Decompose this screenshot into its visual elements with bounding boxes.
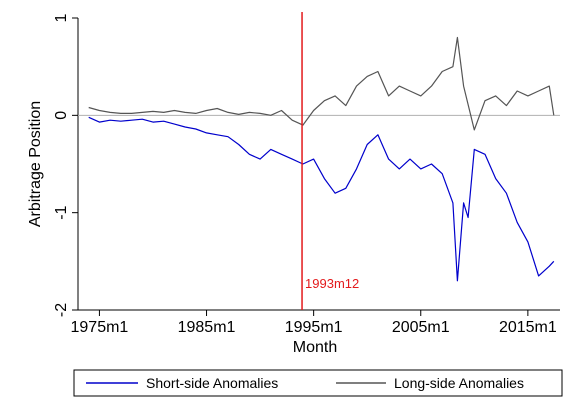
legend: Short-side Anomalies Long-side Anomalies <box>73 369 563 397</box>
y-tick-label: 1 <box>53 13 70 22</box>
legend-box <box>73 369 563 397</box>
x-axis-title: Month <box>293 339 337 356</box>
x-tick-label: 1975m1 <box>71 319 129 336</box>
x-tick-label: 1995m1 <box>285 319 343 336</box>
x-axis-ticks: 1975m1 1985m1 1995m1 2005m1 2015m1 <box>71 310 557 336</box>
x-tick-label: 2015m1 <box>499 319 557 336</box>
x-tick-label: 2005m1 <box>392 319 450 336</box>
y-tick-label: -2 <box>53 303 70 317</box>
series-layer <box>88 36 555 282</box>
event-label: 1993m12 <box>305 276 359 291</box>
y-axis-title: Arbitrage Position <box>27 101 44 227</box>
y-tick-label: 0 <box>53 111 70 120</box>
x-tick-label: 1985m1 <box>178 319 236 336</box>
legend-label-long-side: Long-side Anomalies <box>394 375 524 391</box>
series-line-long-side <box>88 36 555 131</box>
y-tick-label: -1 <box>53 205 70 219</box>
y-axis-ticks: 1 0 -1 -2 <box>53 13 78 317</box>
legend-label-short-side: Short-side Anomalies <box>146 375 278 391</box>
series-line-short-side <box>88 116 555 282</box>
